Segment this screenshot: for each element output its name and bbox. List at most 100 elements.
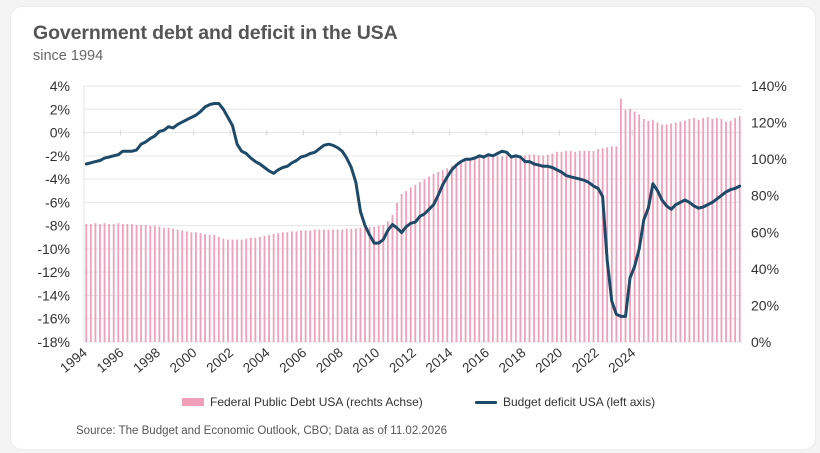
debt-bar [583,150,586,342]
debt-bar [217,236,220,342]
debt-bar [501,156,504,342]
left-tick-label: -16% [37,311,70,327]
debt-bar [455,163,458,342]
x-tick-label: 2016 [459,345,492,376]
debt-bar [482,156,485,342]
debt-bar [428,176,430,342]
debt-bar [400,193,403,342]
x-axis-ticks: 1994 1996 1998 2000 2002 2004 2006 2008 2010 2012… [57,345,638,376]
debt-bar [510,156,513,342]
left-tick-label: 4% [50,78,70,94]
debt-bar [629,108,631,342]
debt-bar [505,155,508,342]
debt-bar [359,227,362,342]
debt-bar [533,154,535,342]
debt-bar [537,155,540,342]
debt-bar [322,229,325,342]
debt-bar [103,223,106,342]
debt-bar [729,120,732,342]
right-tick-label: 20% [751,297,779,313]
debt-bar [633,111,636,342]
debt-bar [213,235,216,342]
legend: Federal Public Debt USA (rechts Achse) B… [0,395,820,413]
debt-bar [715,118,718,342]
debt-bar [638,114,641,342]
x-tick-label: 1998 [130,345,163,376]
debt-bar [693,118,695,342]
debt-bar [190,232,193,342]
x-tick-label: 2014 [423,345,456,376]
debt-bar [140,224,143,342]
debt-bar [624,109,627,343]
debt-bar [683,120,686,342]
debt-bar [492,157,494,342]
debt-bar [332,229,334,342]
x-tick-label: 2008 [313,345,346,376]
debt-bar [272,234,275,342]
debt-bar [94,223,97,342]
x-tick-label: 1996 [94,345,127,376]
debt-bar [382,224,385,342]
debt-bars [85,98,741,343]
x-tick-label: 2004 [240,345,273,376]
right-tick-label: 120% [751,115,787,131]
debt-bar [446,168,449,342]
debt-bar [341,229,344,342]
chart-title: Government debt and deficit in the USA [33,22,398,44]
debt-bar [711,118,714,343]
left-tick-label: -12% [37,264,70,280]
debt-bar [277,233,280,342]
debt-bar [610,146,613,342]
right-tick-label: 0% [751,334,771,350]
x-tick-label: 2018 [496,345,529,376]
debt-bar [304,230,307,342]
debt-bar [542,155,545,342]
debt-bar [377,225,380,342]
debt-bar [268,235,270,342]
debt-bar [670,123,673,342]
debt-bar [569,150,572,342]
debt-bar [85,224,88,342]
chart-card [10,6,816,450]
debt-bar [441,170,444,342]
chart-subtitle: since 1994 [33,48,104,64]
debt-bar [642,118,645,343]
debt-bar [405,191,408,342]
debt-bar [592,150,595,342]
legend-item-deficit: Budget deficit USA (left axis) [475,395,655,409]
debt-bar [661,124,663,343]
left-tick-label: 0% [50,125,70,141]
debt-bar [464,160,467,342]
debt-bar [131,224,133,342]
debt-bar [469,159,472,342]
debt-bar [291,231,293,342]
right-tick-label: 80% [751,188,779,204]
legend-swatch-deficit [475,400,497,404]
legend-swatch-debt [182,398,204,406]
debt-bar [281,232,284,342]
debt-bar [99,224,101,342]
debt-bar [135,224,138,342]
x-tick-label: 2002 [203,345,236,376]
debt-bar [702,118,705,342]
debt-bar [354,228,357,342]
legend-label-debt: Federal Public Debt USA (rechts Achse) [210,395,423,409]
debt-bar [437,171,440,342]
x-tick-label: 2010 [350,345,383,376]
debt-bar [350,228,353,342]
debt-bar [153,225,156,342]
debt-bar [665,124,668,343]
left-tick-label: 2% [50,101,70,117]
debt-bar [734,118,737,342]
debt-bar [601,148,604,342]
debt-bar [309,230,312,342]
debt-bar [487,156,490,342]
debt-bar [674,122,677,342]
debt-bar [597,149,599,342]
x-tick-label: 2012 [386,345,419,376]
debt-bar [158,226,161,342]
left-tick-label: -10% [37,241,70,257]
debt-bar [236,239,238,342]
debt-bar [473,158,476,342]
debt-bar [560,151,563,342]
